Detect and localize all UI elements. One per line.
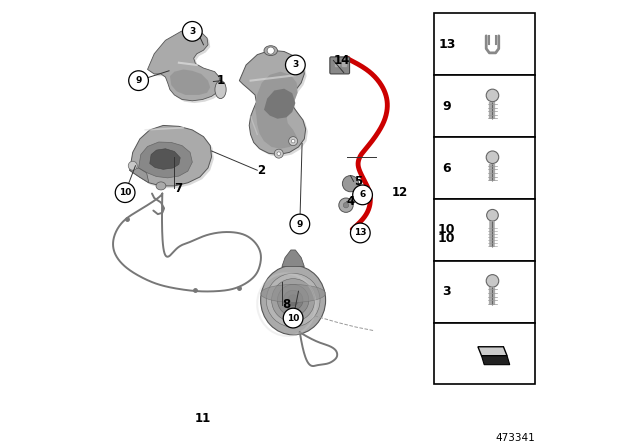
Circle shape xyxy=(339,198,353,212)
Text: 6: 6 xyxy=(442,161,451,175)
Ellipse shape xyxy=(360,190,368,200)
Text: 13: 13 xyxy=(438,38,456,51)
Circle shape xyxy=(284,290,303,310)
Text: 12: 12 xyxy=(392,186,408,199)
Ellipse shape xyxy=(260,265,326,335)
Ellipse shape xyxy=(356,186,371,203)
Text: 6: 6 xyxy=(360,190,365,199)
Text: 473341: 473341 xyxy=(495,433,535,443)
Polygon shape xyxy=(139,142,192,178)
Text: 9: 9 xyxy=(136,76,141,85)
Polygon shape xyxy=(481,356,509,365)
Text: 10: 10 xyxy=(438,223,456,237)
Text: 10: 10 xyxy=(119,188,131,197)
Circle shape xyxy=(284,308,303,328)
Polygon shape xyxy=(130,168,149,183)
Bar xyxy=(435,13,535,75)
Polygon shape xyxy=(264,89,296,119)
Bar xyxy=(435,137,535,199)
Circle shape xyxy=(271,279,315,322)
FancyBboxPatch shape xyxy=(330,57,349,74)
Circle shape xyxy=(128,161,137,170)
Circle shape xyxy=(343,202,349,208)
Circle shape xyxy=(290,214,310,234)
Ellipse shape xyxy=(186,25,198,35)
Text: 1: 1 xyxy=(217,74,225,87)
Circle shape xyxy=(353,185,372,205)
Text: 10: 10 xyxy=(287,314,300,323)
Bar xyxy=(435,75,535,137)
Circle shape xyxy=(289,137,298,146)
Circle shape xyxy=(486,89,499,102)
Polygon shape xyxy=(130,125,212,186)
Polygon shape xyxy=(478,347,507,356)
Bar xyxy=(435,261,535,323)
Polygon shape xyxy=(150,149,180,169)
Circle shape xyxy=(182,22,202,41)
Text: 10: 10 xyxy=(438,232,456,246)
Circle shape xyxy=(129,71,148,90)
Circle shape xyxy=(342,176,358,192)
Circle shape xyxy=(288,295,298,306)
Text: 11: 11 xyxy=(195,412,211,426)
Bar xyxy=(435,323,535,384)
Polygon shape xyxy=(239,50,306,155)
Circle shape xyxy=(277,152,280,155)
Text: 9: 9 xyxy=(442,99,451,113)
Text: 2: 2 xyxy=(257,164,266,177)
Polygon shape xyxy=(282,250,305,267)
Text: 4: 4 xyxy=(347,195,355,208)
Text: 14: 14 xyxy=(333,54,350,67)
Text: 7: 7 xyxy=(174,181,182,195)
Text: 3: 3 xyxy=(292,60,298,69)
Circle shape xyxy=(275,149,284,158)
Circle shape xyxy=(115,183,135,202)
Text: 3: 3 xyxy=(189,27,195,36)
Polygon shape xyxy=(170,69,210,95)
Circle shape xyxy=(189,27,195,33)
Polygon shape xyxy=(148,29,221,101)
Polygon shape xyxy=(150,31,223,103)
Circle shape xyxy=(266,273,320,327)
Polygon shape xyxy=(242,52,308,157)
Circle shape xyxy=(267,47,275,54)
Text: 8: 8 xyxy=(282,298,290,311)
Ellipse shape xyxy=(264,46,278,56)
Circle shape xyxy=(285,55,305,75)
Bar xyxy=(435,199,535,261)
Ellipse shape xyxy=(215,81,226,99)
Text: 3: 3 xyxy=(442,285,451,298)
Text: 13: 13 xyxy=(354,228,367,237)
Circle shape xyxy=(486,210,499,221)
Circle shape xyxy=(291,139,295,143)
Circle shape xyxy=(486,151,499,164)
Circle shape xyxy=(486,275,499,287)
Text: 9: 9 xyxy=(297,220,303,228)
Circle shape xyxy=(278,284,309,316)
Circle shape xyxy=(351,223,370,243)
Polygon shape xyxy=(255,72,298,149)
Ellipse shape xyxy=(260,284,326,302)
Text: 5: 5 xyxy=(353,175,362,188)
Polygon shape xyxy=(132,128,214,188)
Ellipse shape xyxy=(156,182,166,190)
